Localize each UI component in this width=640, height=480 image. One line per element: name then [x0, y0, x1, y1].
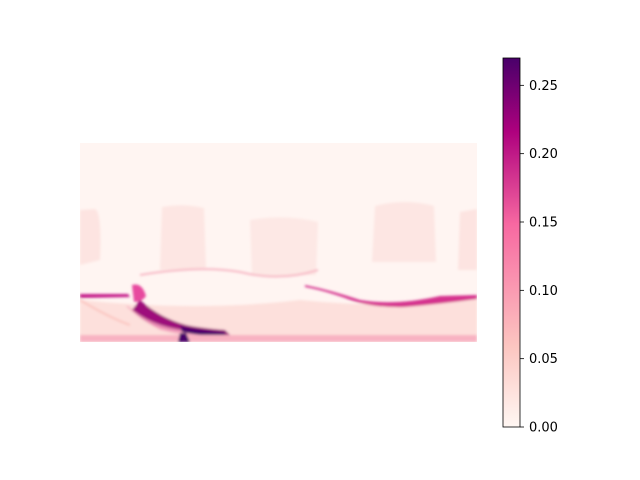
colorbar-tick-label: 0.15	[529, 216, 558, 231]
colorbar-frame	[502, 57, 521, 428]
colorbar-tick-label: 0.10	[529, 284, 558, 299]
heatmap-image	[80, 143, 477, 342]
heat-block-edge	[458, 209, 477, 270]
heat-block-center	[160, 205, 206, 270]
heatmap-features	[80, 202, 477, 342]
heat-block-left	[80, 209, 101, 265]
heat-block-right	[372, 202, 436, 262]
heat-contour-1	[139, 268, 319, 278]
colorbar-tick-label: 0.25	[529, 79, 558, 94]
colorbar-tick-label: 0.20	[529, 147, 558, 162]
heat-bottom-strip	[80, 335, 477, 342]
heat-block-mid	[250, 217, 318, 276]
colorbar-tick-label: 0.00	[529, 421, 558, 436]
heat-dark-core	[180, 326, 225, 336]
colorbar: 0.00 0.05 0.10 0.15 0.20 0.25	[502, 57, 558, 436]
colorbar-ticks: 0.00 0.05 0.10 0.15 0.20 0.25	[520, 79, 558, 436]
colorbar-fill	[503, 58, 520, 427]
heat-spike	[178, 333, 190, 342]
heat-ridge-right	[305, 285, 477, 308]
colorbar-tick-label: 0.05	[529, 352, 558, 367]
heat-contour-2	[80, 299, 131, 326]
heat-arc-left	[132, 284, 146, 302]
heat-ridge-left	[80, 294, 130, 298]
